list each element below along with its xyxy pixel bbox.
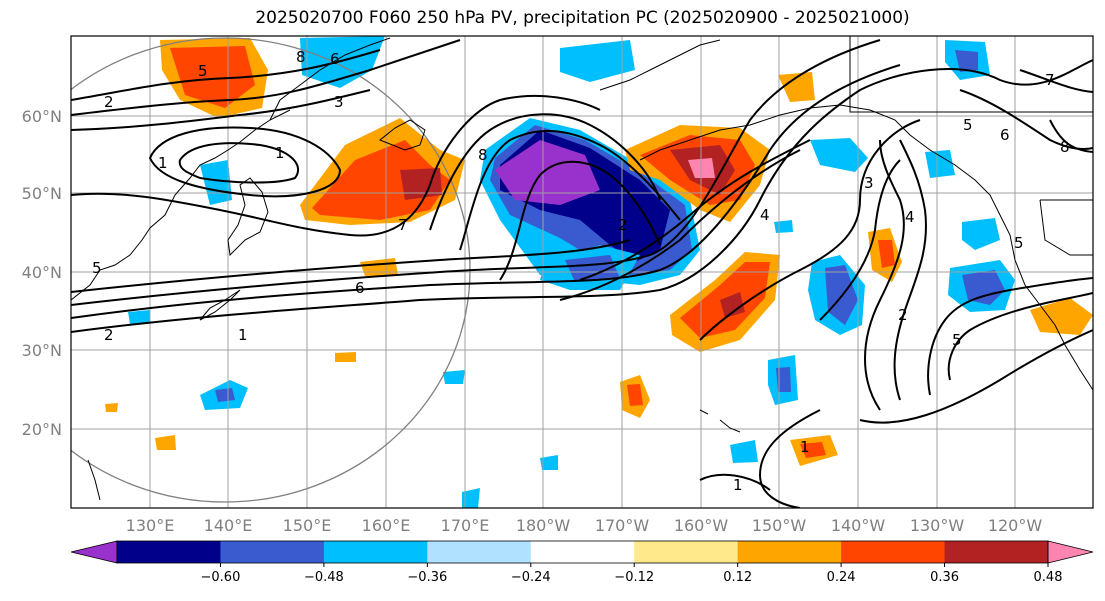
colorbar-tick-label: 0.36 [930,570,959,585]
contour-label: 2 [898,306,908,324]
contour-label: 1 [238,326,248,344]
lon-tick-label: 130°E [126,516,175,535]
colorbar-segment [841,541,946,563]
lon-tick-label: 140°E [204,516,253,535]
colorbar-tick-label: 0.24 [827,570,856,585]
contour-labels: 2 3 5 8 6 1 1 5 6 2 1 8 7 2 4 3 4 5 6 7 … [92,48,1070,494]
colorbar-extend-high [1047,540,1094,564]
contour-label: 4 [760,206,770,224]
lon-tick-label: 140°W [831,516,886,535]
contour-label: 1 [275,144,285,162]
pv-contours [71,39,1093,508]
contour-label: 4 [905,208,915,226]
colorbar-segment [530,541,635,563]
lat-tick-label: 50°N [22,184,62,203]
contour-label: 3 [334,93,344,111]
contour-label: 3 [864,174,874,192]
colorbar-tick-label: −0.36 [407,570,447,585]
map-title: 2025020700 F060 250 hPa PV, precipitatio… [255,8,910,28]
colorbar-segment [944,541,1049,563]
colorbar-segment [220,541,325,563]
contour-label: 1 [158,154,168,172]
lat-tick-label: 30°N [22,341,62,360]
lon-tick-label: 150°E [283,516,332,535]
colorbar-segment [117,541,221,563]
colorbar-tick-label: −0.12 [614,570,654,585]
contour-label: 8 [296,48,306,66]
contour-label: 6 [330,50,340,68]
colorbar-border [116,540,1049,564]
colorbar-tick-label: −0.60 [201,570,241,585]
colorbar-segment [634,541,739,563]
contour-label: 1 [800,438,810,456]
contour-label: 5 [92,259,102,277]
contour-label: 7 [398,216,408,234]
lon-tick-label: 120°W [988,516,1043,535]
lat-tick-label: 40°N [22,263,62,282]
lon-tick-label: 180°W [516,516,571,535]
contour-label: 5 [1014,234,1024,252]
precip-shading [105,36,1093,508]
contour-label: 5 [963,116,973,134]
contour-label: 7 [1045,71,1055,89]
contour-label: 6 [355,279,365,297]
lon-tick-label: 160°W [674,516,729,535]
colorbar-tick-label: −0.48 [304,570,344,585]
lat-tick-label: 60°N [22,107,62,126]
contour-label: 5 [198,62,208,80]
colorbar-tick-label: −0.24 [511,570,551,585]
contour-label: 5 [952,331,962,349]
coastlines [71,36,1093,501]
contour-label: 2 [104,93,114,111]
lon-tick-label: 170°E [441,516,490,535]
lon-tick-label: 130°W [910,516,965,535]
colorbar: −0.60 −0.48 −0.36 −0.24 −0.12 0.12 0.24 0.36 0.4… [70,540,1094,585]
lat-tick-label: 20°N [22,420,62,439]
contour-label: 2 [104,326,114,344]
contour-label: 2 [618,216,628,234]
contour-label: 8 [1060,138,1070,156]
lat-tick-labels: 60°N 50°N 40°N 30°N 20°N [22,107,62,439]
contour-label: 1 [733,476,743,494]
colorbar-segment [737,541,842,563]
lon-tick-label: 150°W [752,516,807,535]
map-border [70,35,1094,509]
contour-label: 8 [478,146,488,164]
lon-tick-label: 160°E [362,516,411,535]
lon-tick-labels: 130°E 140°E 150°E 160°E 170°E 180°W 170°… [126,516,1043,535]
colorbar-segment [323,541,428,563]
lon-tick-label: 170°W [595,516,650,535]
colorbar-extend-low [70,540,118,564]
colorbar-segment [427,541,532,563]
contour-label: 6 [1000,126,1010,144]
colorbar-tick-label: 0.12 [723,570,752,585]
colorbar-tick-label: 0.48 [1034,570,1063,585]
